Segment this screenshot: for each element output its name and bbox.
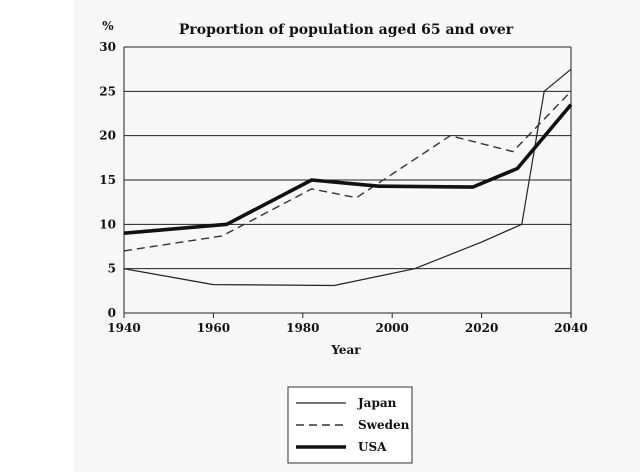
x-tick-label: 1960 (197, 321, 230, 335)
x-tick-label: 2040 (554, 321, 587, 335)
y-tick-labels: 0 5 10 15 20 25 30 (99, 40, 116, 320)
x-tick-labels: 1940 1960 1980 2000 2020 2040 (107, 321, 587, 335)
y-tick-label: 0 (108, 306, 116, 320)
y-tick-label: 10 (99, 217, 116, 231)
x-tick-label: 2000 (375, 321, 408, 335)
legend-label-sweden: Sweden (358, 418, 410, 432)
y-tick-label: 30 (99, 40, 116, 54)
chart-title: Proportion of population aged 65 and ove… (179, 22, 514, 38)
x-tick-label: 1980 (286, 321, 319, 335)
series-line-usa (123, 103, 573, 235)
y-tick-label: 5 (108, 262, 116, 276)
x-tick-label: 2020 (465, 321, 498, 335)
y-tick-label: 25 (99, 84, 116, 98)
legend: Japan Sweden USA (287, 386, 413, 464)
legend-box (287, 386, 413, 464)
x-tick-label: 1940 (107, 321, 140, 335)
legend-label-usa: USA (358, 440, 387, 454)
series-line-sweden (123, 90, 572, 252)
series-line-japan (123, 68, 572, 287)
y-axis-label: % (102, 19, 114, 33)
x-axis-label: Year (330, 343, 361, 357)
legend-label-japan: Japan (357, 396, 397, 410)
series-lines (123, 68, 573, 287)
y-tick-label: 20 (99, 129, 116, 143)
grid-lines (123, 46, 572, 318)
y-tick-label: 15 (99, 173, 116, 187)
